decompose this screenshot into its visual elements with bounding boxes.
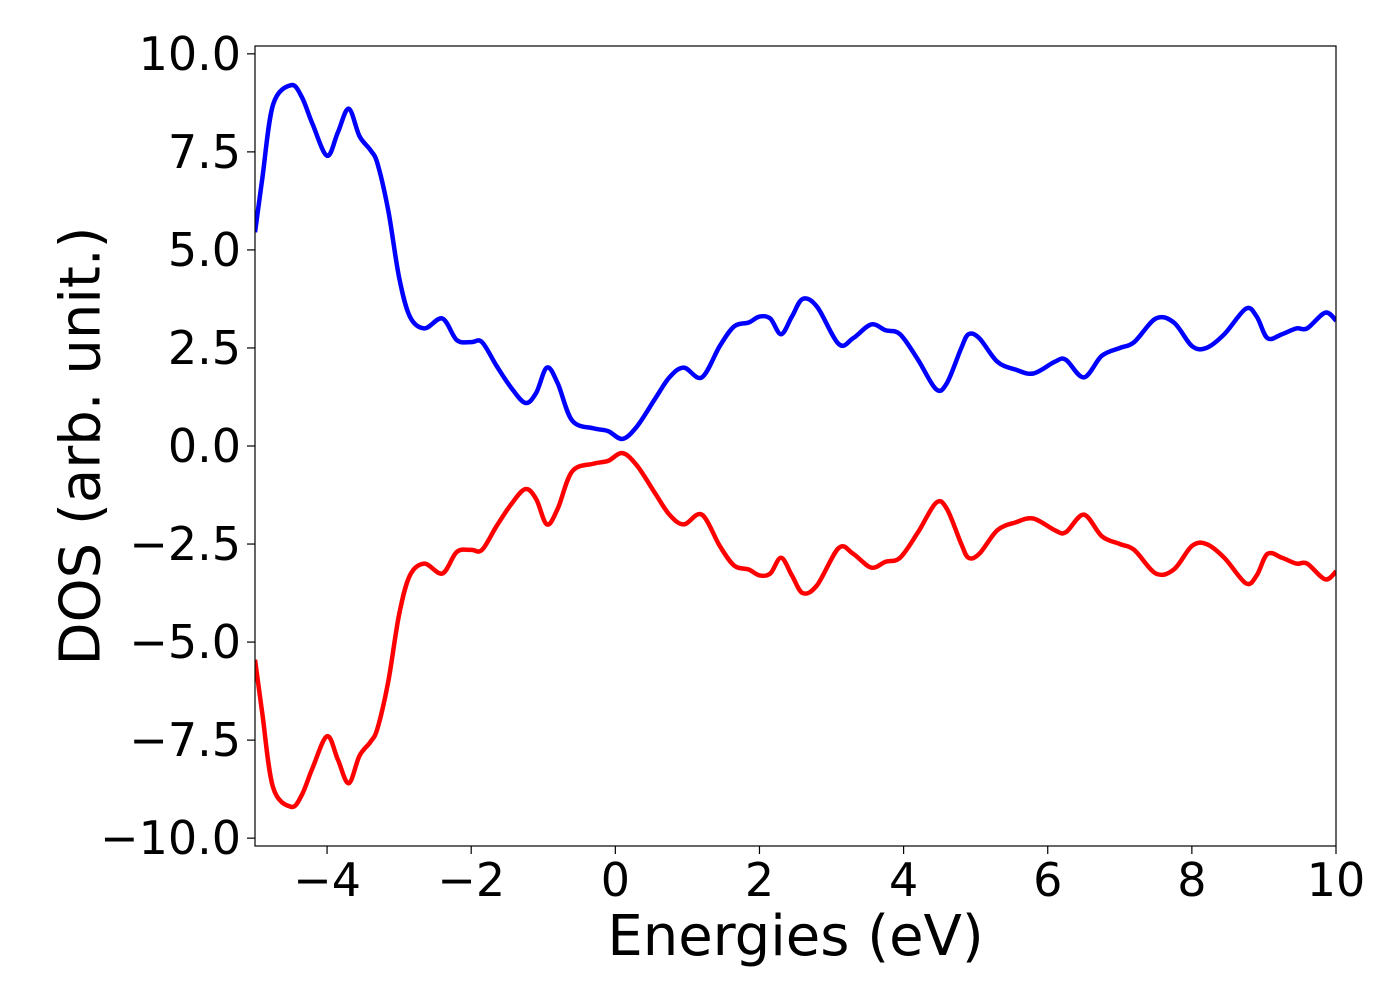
x-axis-label: Energies (eV): [607, 904, 983, 969]
y-tick-label: 0.0: [168, 419, 241, 473]
x-tick-label: 10: [1307, 853, 1366, 907]
y-tick-label: 5.0: [168, 223, 241, 277]
y-tick-label: −2.5: [129, 517, 241, 571]
x-axis-ticks: −4 −2 0 2 4 6 8 10: [293, 846, 1365, 907]
series-layer: [255, 82, 1336, 810]
x-tick-label: 4: [889, 853, 918, 907]
series-line-lower: [255, 450, 1336, 810]
x-tick-label: 2: [745, 853, 774, 907]
y-tick-label: −10.0: [100, 811, 241, 865]
y-tick-label: 2.5: [168, 321, 241, 375]
x-tick-label: 6: [1033, 853, 1062, 907]
y-tick-label: −5.0: [129, 615, 241, 669]
x-tick-label: 8: [1177, 853, 1206, 907]
series-line-upper: [255, 82, 1336, 442]
y-tick-label: −7.5: [129, 713, 241, 767]
y-axis-ticks: 10.0 7.5 5.0 2.5 0.0 −2.5 −5.0 −7.5 −10.0: [100, 27, 255, 865]
x-tick-label: 0: [601, 853, 630, 907]
x-tick-label: −4: [293, 853, 361, 907]
x-tick-label: −2: [437, 853, 505, 907]
y-tick-label: 7.5: [168, 125, 241, 179]
y-axis-label: DOS (arb. unit.): [49, 226, 114, 665]
y-tick-label: 10.0: [139, 27, 241, 81]
